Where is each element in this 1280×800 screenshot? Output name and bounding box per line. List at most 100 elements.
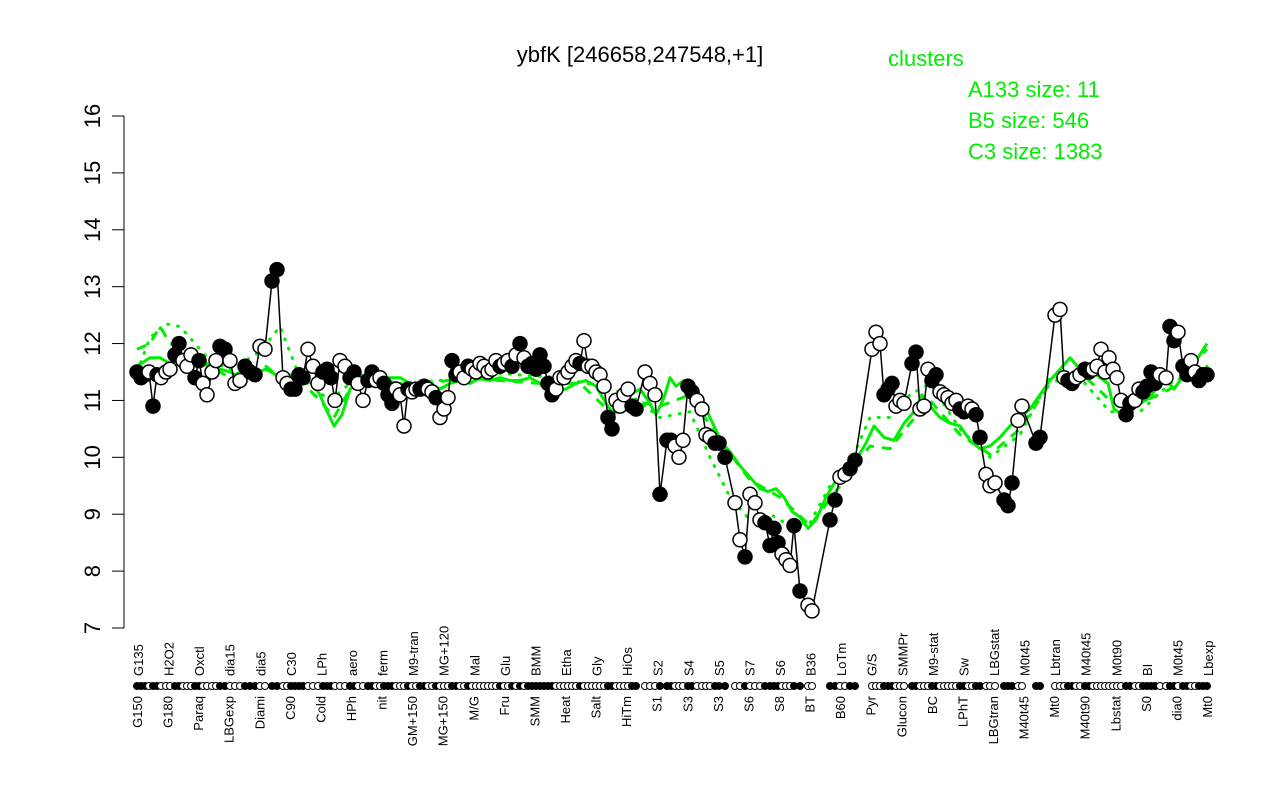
x-tick-label: HiOs [620,647,635,676]
data-point [747,495,763,511]
data-point [512,335,528,352]
x-tick-label: SMMPr [895,632,910,676]
x-tick-label: M9-stat [926,632,941,676]
x-tick-label: Fru [497,696,512,716]
x-tick-label: M0t45 [1170,640,1185,676]
data-point [786,517,802,534]
x-tick-label: Pyr [864,695,879,715]
y-tick-label: 12 [80,331,105,355]
data-point [928,367,944,383]
data-point [191,352,207,369]
data-point [1158,369,1174,386]
x-tick-label: Gly [590,656,605,676]
data-point [827,492,843,508]
data-point [257,341,273,357]
x-tick-label: Oxctl [192,646,207,676]
legend-entry-b5: B5 size: 546 [888,105,1103,136]
legend: clusters A133 size: 11 B5 size: 546 C3 s… [888,44,1103,167]
data-point [232,372,248,389]
data-point [396,418,412,434]
x-tick-label: ferm [376,650,391,676]
y-tick-label: 13 [80,274,105,298]
data-point [1000,497,1016,514]
x-tick-label: Mt0 [1047,696,1062,718]
data-point [987,475,1003,491]
x-tick-label: HiTm [619,696,634,727]
data-point [908,344,924,360]
data-point [323,369,339,386]
x-tick-label: LBGtran [986,696,1001,744]
x-tick-label: M9-tran [406,631,421,676]
x-tick-label: dia15 [223,644,238,676]
x-tick-label: M40t45 [1017,696,1032,739]
legend-entry-c3: C3 size: 1383 [888,136,1103,167]
x-tick-label: Glu [498,656,513,676]
x-tick-label: S4 [681,660,696,676]
data-point [162,361,178,377]
y-tick-label: 11 [80,389,105,412]
x-tick-label: Salt [589,696,604,719]
y-tick-label: 8 [80,565,105,577]
data-point [355,392,371,409]
x-tick-label: G135 [131,644,146,676]
data-point [327,392,343,409]
x-tick-label: LPh [314,653,329,676]
data-point [727,495,743,511]
data-point [247,367,263,383]
x-tick-label: Lbstat [1108,696,1123,732]
x-tick-label: aero [345,650,360,676]
x-tick-label: Paraq [191,696,206,731]
data-point [652,486,668,503]
data-point [596,378,612,394]
data-point [1032,429,1048,446]
x-tick-label: M40t90 [1078,696,1093,739]
data-point [444,352,460,369]
data-point [620,381,636,397]
chart-title: ybfK [246658,247548,+1] [516,42,764,67]
x-tick-label: Lbtran [1048,639,1063,676]
x-tick-label: B60 [833,696,848,719]
legend-entry-a133: A133 size: 11 [888,74,1103,105]
data-point [822,512,838,528]
x-tick-label: M0t90 [1109,640,1124,676]
x-tick-label: Lbexp [1201,641,1216,676]
x-tick-label: MG+150 [436,696,451,746]
data-point [604,421,620,437]
x-tick-label: LBGstat [987,629,1002,676]
data-point [916,398,932,414]
x-tick-label: S3 [680,696,695,712]
data-point [145,398,161,414]
data-point [269,261,285,278]
data-point [782,557,798,574]
data-point [287,381,303,397]
x-tick-label: dia5 [253,651,268,676]
x-tick-label: S2 [651,660,666,676]
dashed-cluster-line [136,325,1209,528]
x-tick-label: LBGexp [222,696,237,743]
data-point [847,452,863,468]
legend-label: C3 size: 1383 [968,138,1103,164]
x-tick-label: Sw [956,657,971,676]
x-tick-label: S0 [1139,696,1154,712]
data-point [647,387,663,403]
x-tick-label: Glucon [894,696,909,737]
x-tick-label: BT [803,696,818,713]
x-axis: G135 H2O2 Oxctl dia15 dia5 C30 LPh aero ferm M9-t… [130,626,1216,746]
x-tick-label: S8 [772,696,787,712]
x-tick-label: G180 [161,696,176,728]
data-point [968,406,984,423]
data-point [872,335,888,352]
x-tick-label: C90 [283,696,298,720]
data-point [766,520,782,537]
data-point [675,432,691,449]
y-tick-label: 15 [80,161,105,185]
data-point [711,435,727,451]
x-tick-label: Heat [558,696,573,724]
data-point [199,387,215,403]
data-point [576,332,592,349]
x-tick-label: S1 [650,696,665,712]
data-point [295,369,311,386]
data-point [536,358,552,375]
data-point [628,401,644,417]
